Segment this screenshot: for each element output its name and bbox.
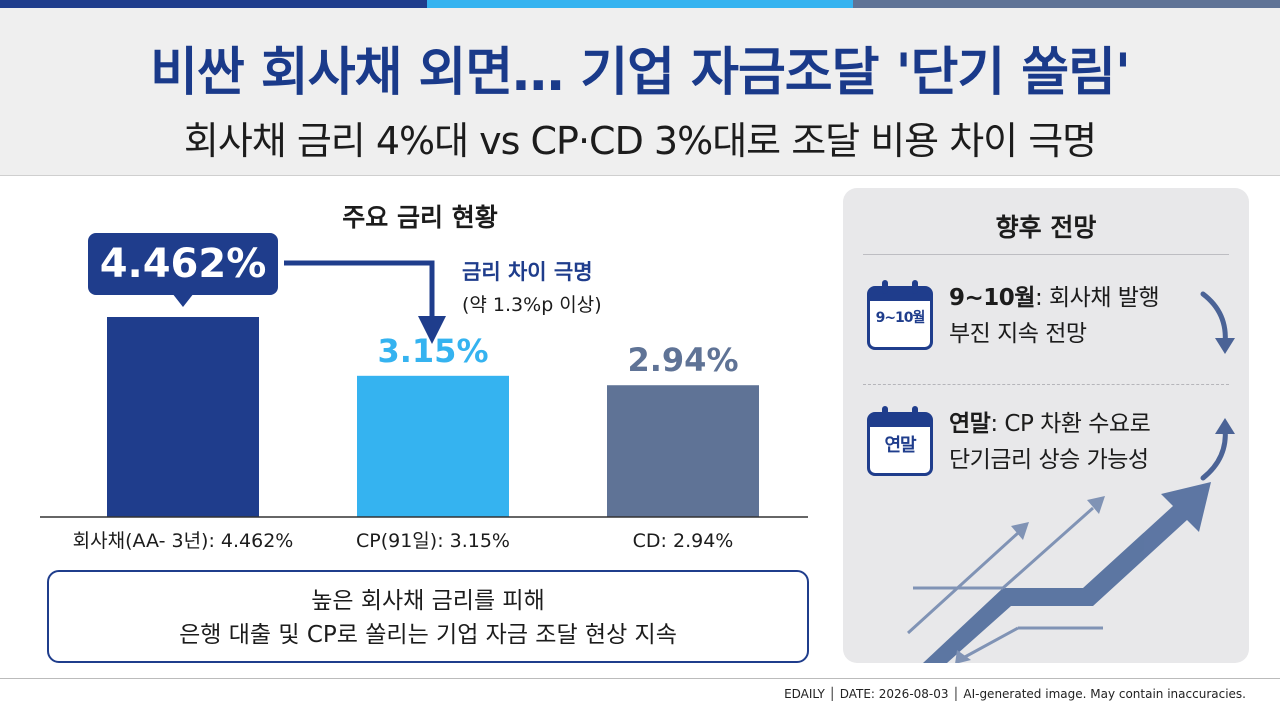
outlook-item-period: 9~10월 xyxy=(949,285,1035,311)
category-label-2: CD: 2.94% xyxy=(633,530,734,552)
page-title: 비싼 회사채 외면… 기업 자금조달 '단기 쏠림' xyxy=(150,43,1131,103)
trend-arrows-illustration xyxy=(906,482,1211,663)
calendar-icon-label: 9~10월 xyxy=(875,310,926,326)
footer-divider xyxy=(0,678,1280,679)
outlook-item-text: 연말: CP 차환 수요로 단기금리 상승 가능성 xyxy=(949,406,1209,478)
bar-0 xyxy=(107,317,259,517)
bar-2 xyxy=(607,385,759,517)
top-bar-segment-navy xyxy=(0,0,427,8)
summary-line-2: 은행 대출 및 CP로 쏠리는 기업 자금 조달 현상 지속 xyxy=(179,622,677,648)
outlook-panel: 향후 전망 9~10월 9~10월: 회사채 발행 부진 지속 전망 연말 연말… xyxy=(843,188,1249,663)
outlook-item-text: 9~10월: 회사채 발행 부진 지속 전망 xyxy=(949,280,1209,352)
bar-1 xyxy=(357,375,509,517)
rate-gap-arrow-head xyxy=(418,316,446,344)
footer-credit: EDAILY │ DATE: 2026-08-03 │ AI-generated… xyxy=(784,687,1246,701)
arrow-down-icon xyxy=(1200,291,1235,354)
summary-box: 높은 회사채 금리를 피해 은행 대출 및 CP로 쏠리는 기업 자금 조달 현… xyxy=(47,570,809,663)
summary-line-1: 높은 회사채 금리를 피해 xyxy=(311,588,545,614)
header: 비싼 회사채 외면… 기업 자금조달 '단기 쏠림' 회사채 금리 4%대 vs… xyxy=(0,8,1280,176)
rate-gap-subtitle: (약 1.3%p 이상) xyxy=(462,294,602,316)
chart-title: 주요 금리 현황 xyxy=(342,203,498,232)
outlook-divider-dashed xyxy=(863,384,1229,385)
outlook-item-year-end: 연말 연말: CP 차환 수요로 단기금리 상승 가능성 xyxy=(863,406,1233,486)
calendar-icon: 연말 xyxy=(867,406,933,476)
outlook-item-desc-1: : CP 차환 수요로 xyxy=(990,411,1151,437)
top-bar-segment-slate xyxy=(853,0,1280,8)
bar-chart: 회사채(AA- 3년): 4.462%3.15%CP(91일): 3.15%2.… xyxy=(40,260,808,552)
outlook-item-sep-oct: 9~10월 9~10월: 회사채 발행 부진 지속 전망 xyxy=(863,280,1233,360)
outlook-item-desc-1: : 회사채 발행 xyxy=(1034,285,1160,311)
outlook-decoration xyxy=(906,291,1235,663)
top-color-bar xyxy=(0,0,1280,8)
calendar-icon-label: 연말 xyxy=(884,435,916,456)
outlook-item-period: 연말 xyxy=(949,411,991,437)
outlook-divider xyxy=(863,254,1229,255)
rate-gap-arrow xyxy=(284,260,435,318)
highlight-value-callout: 4.462% xyxy=(88,233,278,295)
outlook-item-desc-2: 부진 지속 전망 xyxy=(949,321,1087,347)
outlook-item-desc-2: 단기금리 상승 가능성 xyxy=(949,447,1149,473)
callout-pointer xyxy=(172,293,194,307)
category-label-1: CP(91일): 3.15% xyxy=(356,530,510,552)
arrow-up-icon xyxy=(1200,418,1235,481)
rate-gap-title: 금리 차이 극명 xyxy=(462,260,593,284)
page-subtitle: 회사채 금리 4%대 vs CP·CD 3%대로 조달 비용 차이 극명 xyxy=(183,119,1097,163)
bar-value-label-2: 2.94% xyxy=(627,341,738,379)
category-label-0: 회사채(AA- 3년): 4.462% xyxy=(73,530,294,552)
calendar-icon: 9~10월 xyxy=(867,280,933,350)
outlook-title: 향후 전망 xyxy=(995,213,1097,242)
top-bar-segment-sky xyxy=(426,0,854,8)
